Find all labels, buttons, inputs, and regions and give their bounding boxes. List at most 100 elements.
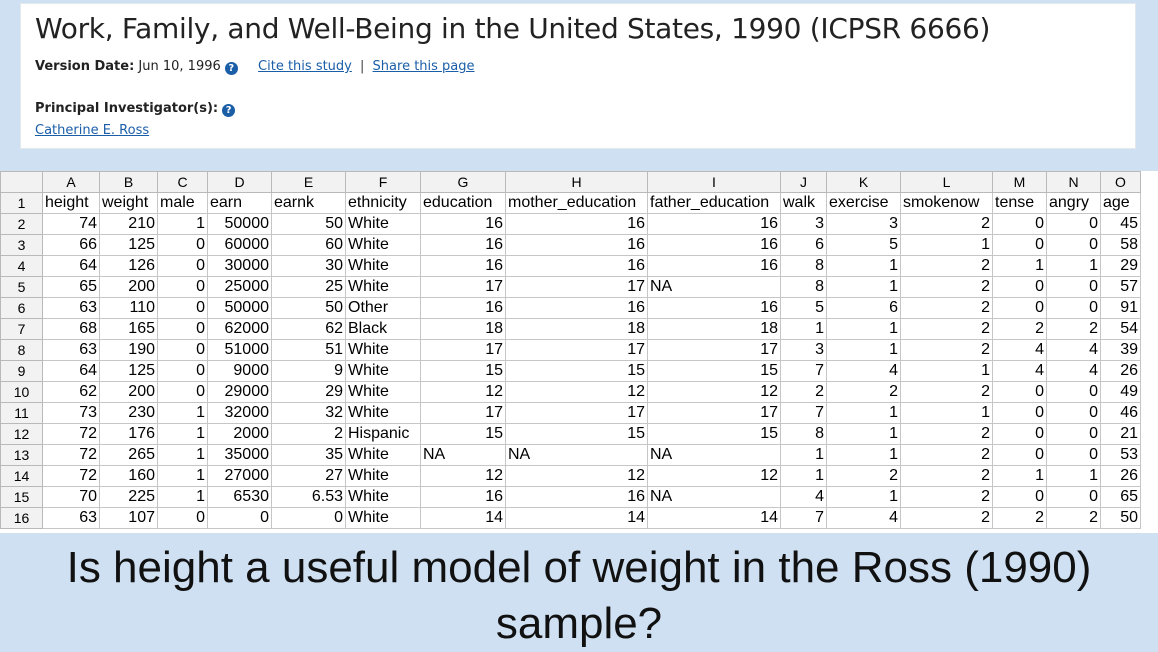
cite-study-link[interactable]: Cite this study [258,59,352,74]
data-cell[interactable]: White [345,444,421,466]
variable-name-cell[interactable]: father_education [647,192,781,214]
data-cell[interactable]: 1 [157,444,208,466]
data-cell[interactable]: 7 [780,402,827,424]
row-header[interactable]: 13 [0,444,43,466]
data-cell[interactable]: 18 [420,318,506,340]
data-cell[interactable]: White [345,360,421,382]
data-cell[interactable]: 64 [42,255,100,277]
data-cell[interactable]: 72 [42,444,100,466]
data-cell[interactable]: 0 [1046,234,1101,256]
data-cell[interactable]: White [345,213,421,235]
data-cell[interactable]: 0 [1046,381,1101,403]
row-header[interactable]: 11 [0,402,43,424]
data-cell[interactable]: 50000 [207,213,272,235]
data-cell[interactable]: 3 [780,339,827,361]
variable-name-cell[interactable]: exercise [826,192,901,214]
select-all-corner[interactable] [0,171,43,193]
data-cell[interactable]: 30000 [207,255,272,277]
data-cell[interactable]: 16 [647,234,781,256]
data-cell[interactable]: 0 [157,507,208,529]
data-cell[interactable]: 0 [271,507,346,529]
data-cell[interactable]: 17 [420,276,506,298]
data-cell[interactable]: White [345,402,421,424]
data-cell[interactable]: 16 [647,297,781,319]
data-cell[interactable]: 30 [271,255,346,277]
data-cell[interactable]: 0 [1046,402,1101,424]
data-cell[interactable]: 26 [1100,465,1141,487]
data-cell[interactable]: 58 [1100,234,1141,256]
data-cell[interactable]: 17 [505,402,648,424]
column-header-i[interactable]: I [647,171,781,193]
data-cell[interactable]: 0 [1046,297,1101,319]
data-cell[interactable]: 17 [647,339,781,361]
data-cell[interactable]: 2 [992,318,1047,340]
column-header-d[interactable]: D [207,171,272,193]
data-cell[interactable]: 2 [826,465,901,487]
data-cell[interactable]: 62 [271,318,346,340]
data-cell[interactable]: 230 [99,402,158,424]
data-cell[interactable]: 35000 [207,444,272,466]
row-header[interactable]: 8 [0,339,43,361]
data-cell[interactable]: White [345,465,421,487]
data-cell[interactable]: NA [647,486,781,508]
data-cell[interactable]: 0 [157,360,208,382]
row-header[interactable]: 2 [0,213,43,235]
data-cell[interactable]: 225 [99,486,158,508]
row-header[interactable]: 10 [0,381,43,403]
data-cell[interactable]: 57 [1100,276,1141,298]
column-header-j[interactable]: J [780,171,827,193]
data-cell[interactable]: 50000 [207,297,272,319]
data-cell[interactable]: 65 [42,276,100,298]
data-cell[interactable]: 70 [42,486,100,508]
data-cell[interactable]: 125 [99,360,158,382]
data-cell[interactable]: 7 [780,360,827,382]
data-cell[interactable]: 2 [900,486,993,508]
data-cell[interactable]: 160 [99,465,158,487]
variable-name-cell[interactable]: weight [99,192,158,214]
data-cell[interactable]: 1 [992,255,1047,277]
data-cell[interactable]: 0 [157,297,208,319]
data-cell[interactable]: 0 [157,255,208,277]
data-cell[interactable]: 15 [505,423,648,445]
data-cell[interactable]: 200 [99,276,158,298]
data-cell[interactable]: 32 [271,402,346,424]
data-cell[interactable]: 16 [420,213,506,235]
data-cell[interactable]: 1 [157,213,208,235]
row-header[interactable]: 6 [0,297,43,319]
row-header[interactable]: 4 [0,255,43,277]
data-cell[interactable]: 17 [647,402,781,424]
data-cell[interactable]: 0 [157,318,208,340]
data-cell[interactable]: 68 [42,318,100,340]
data-cell[interactable]: 1 [826,339,901,361]
data-cell[interactable]: 53 [1100,444,1141,466]
data-cell[interactable]: 15 [505,360,648,382]
data-cell[interactable]: 16 [420,255,506,277]
data-cell[interactable]: 200 [99,381,158,403]
data-cell[interactable]: 110 [99,297,158,319]
column-header-e[interactable]: E [271,171,346,193]
data-cell[interactable]: 64 [42,360,100,382]
data-cell[interactable]: 0 [992,276,1047,298]
row-header[interactable]: 16 [0,507,43,529]
data-cell[interactable]: 4 [826,507,901,529]
data-cell[interactable]: 2 [900,255,993,277]
data-cell[interactable]: 0 [1046,486,1101,508]
data-cell[interactable]: 0 [1046,423,1101,445]
data-cell[interactable]: 0 [992,213,1047,235]
data-cell[interactable]: 35 [271,444,346,466]
data-cell[interactable]: White [345,486,421,508]
data-cell[interactable]: 17 [420,402,506,424]
data-cell[interactable]: 2 [780,381,827,403]
data-cell[interactable]: White [345,276,421,298]
data-cell[interactable]: 0 [157,339,208,361]
data-cell[interactable]: 12 [420,381,506,403]
data-cell[interactable]: 16 [647,213,781,235]
data-cell[interactable]: 54 [1100,318,1141,340]
data-cell[interactable]: 16 [420,234,506,256]
data-cell[interactable]: 8 [780,276,827,298]
data-cell[interactable]: 6.53 [271,486,346,508]
data-cell[interactable]: 125 [99,234,158,256]
data-cell[interactable]: 16 [505,234,648,256]
data-cell[interactable]: White [345,339,421,361]
